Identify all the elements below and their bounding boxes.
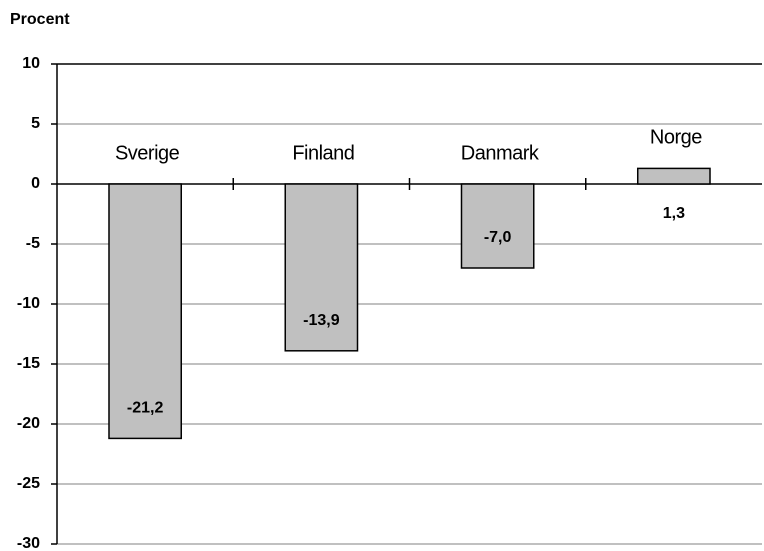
y-axis-label: Procent xyxy=(10,11,70,28)
x-tick-label: Danmark xyxy=(461,142,540,164)
y-tick-label: -20 xyxy=(17,415,40,432)
x-tick-label: Sverige xyxy=(115,142,180,164)
y-tick-label: -30 xyxy=(17,535,40,551)
y-tick-label: -10 xyxy=(17,295,40,312)
y-tick-label: -25 xyxy=(17,475,40,492)
y-tick-label: -15 xyxy=(17,355,40,372)
y-tick-label: -5 xyxy=(26,235,40,252)
y-tick-label: 5 xyxy=(31,115,40,132)
value-label: 1,3 xyxy=(663,205,685,222)
bar xyxy=(284,183,359,352)
bar xyxy=(108,183,183,440)
y-tick-label: 0 xyxy=(31,175,40,192)
value-label: -21,2 xyxy=(127,400,164,417)
value-label: -13,9 xyxy=(303,312,340,329)
bar xyxy=(460,183,535,269)
bar xyxy=(636,167,711,185)
y-tick-label: 10 xyxy=(22,55,40,72)
x-tick-label: Finland xyxy=(292,142,354,164)
x-tick-label: Norge xyxy=(650,127,702,149)
value-label: -7,0 xyxy=(484,229,512,246)
